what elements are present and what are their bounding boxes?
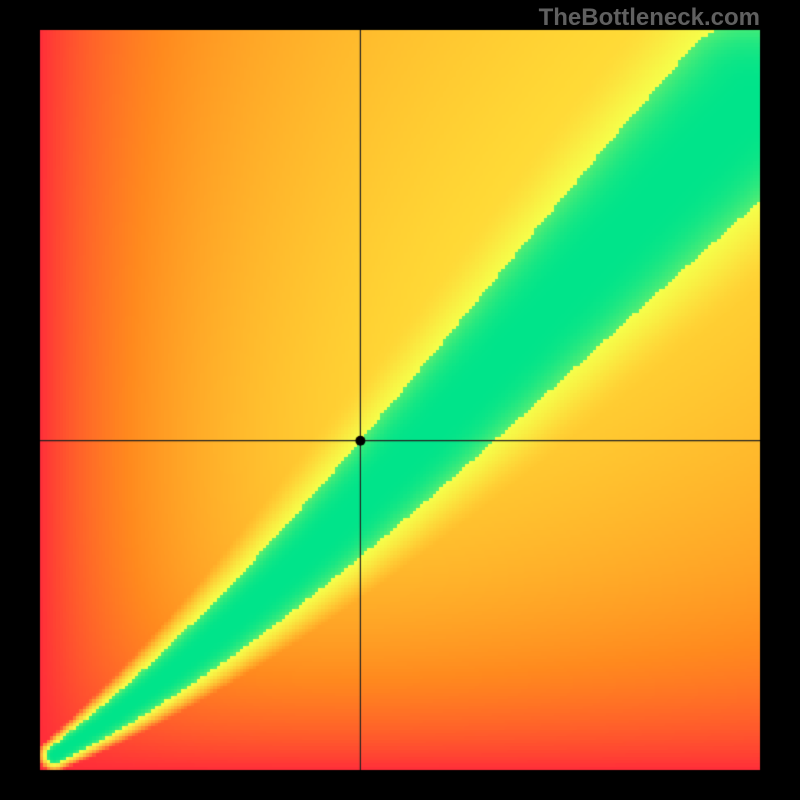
watermark-text: TheBottleneck.com xyxy=(539,4,760,32)
heatmap-canvas xyxy=(0,0,800,800)
chart-container: TheBottleneck.com xyxy=(0,0,800,800)
